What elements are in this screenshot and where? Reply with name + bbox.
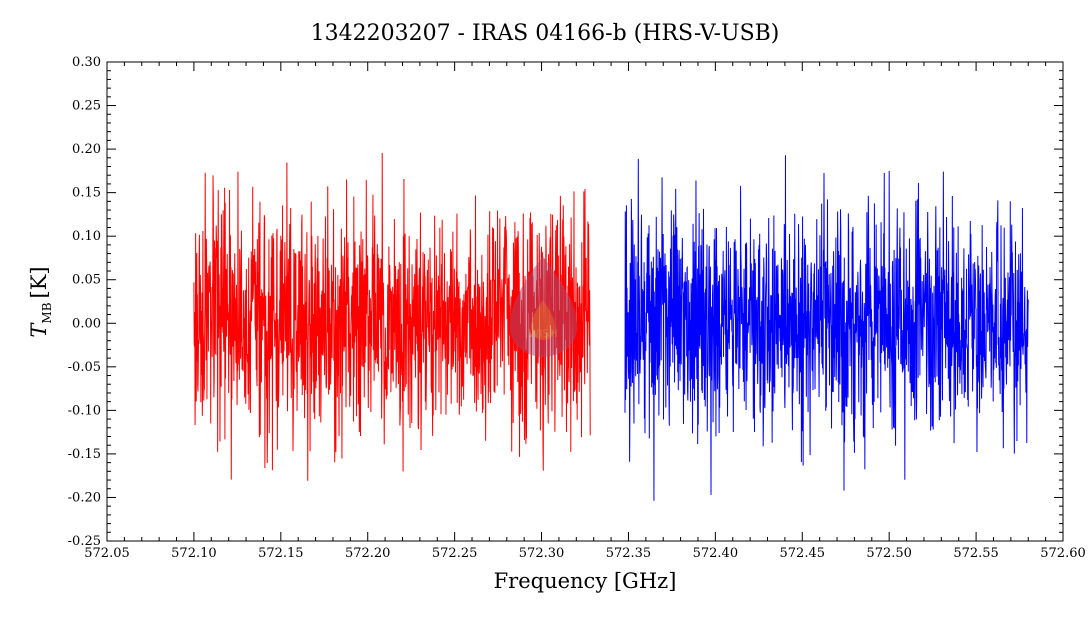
x-tick-label: 572.05 [84,546,130,561]
y-axis-label-sub: MB [40,302,54,323]
x-tick-label: 572.30 [519,546,565,561]
y-tick-label: -0.05 [68,360,101,375]
x-tick-label: 572.15 [258,546,304,561]
chart-title: 1342203207 - IRAS 04166-b (HRS-V-USB) [311,21,780,46]
y-tick-label: 0.30 [72,55,101,70]
y-tick-label: -0.20 [68,490,101,505]
y-tick-label: 0.00 [72,316,101,331]
x-tick-label: 572.20 [345,546,391,561]
x-tick-label: 572.40 [693,546,739,561]
x-tick-label: 572.60 [1040,546,1086,561]
watermark-text: WISH [528,327,557,340]
y-tick-label: -0.15 [68,447,101,462]
x-tick-label: 572.45 [780,546,826,561]
y-tick-label: 0.20 [72,142,101,157]
spectrum-series-2 [624,155,1029,501]
x-tick-label: 572.50 [866,546,912,561]
x-tick-label: 572.55 [953,546,999,561]
y-tick-label: 0.15 [72,186,101,201]
series-layer [193,152,1029,501]
svg-text:TMB[K]: TMB [K] [27,266,54,337]
y-tick-label: -0.25 [68,534,101,549]
y-axis-label-main: T [27,322,51,338]
x-axis: 572.05 572.10 572.15 572.20 572.25 572.30 572.… [84,62,1086,561]
y-axis-label: TMB [K] [27,266,54,337]
y-tick-label: 0.10 [72,229,101,244]
y-tick-label: 0.05 [72,273,101,288]
y-tick-label: -0.10 [68,403,101,418]
x-axis-label: Frequency [GHz] [494,569,677,593]
flame-core-icon [530,300,555,340]
y-axis: -0.25 -0.20 -0.15 -0.10 -0.05 0.00 0.05 0.10 0.1… [68,55,1063,549]
y-tick-label: 0.25 [72,99,101,114]
x-tick-label: 572.25 [432,546,478,561]
x-tick-label: 572.35 [606,546,652,561]
plot-frame [106,61,1064,542]
wish-watermark: WISH [509,256,578,357]
flame-logo-icon [509,256,578,357]
x-tick-label: 572.10 [171,546,217,561]
y-axis-label-unit: [K] [27,266,51,298]
